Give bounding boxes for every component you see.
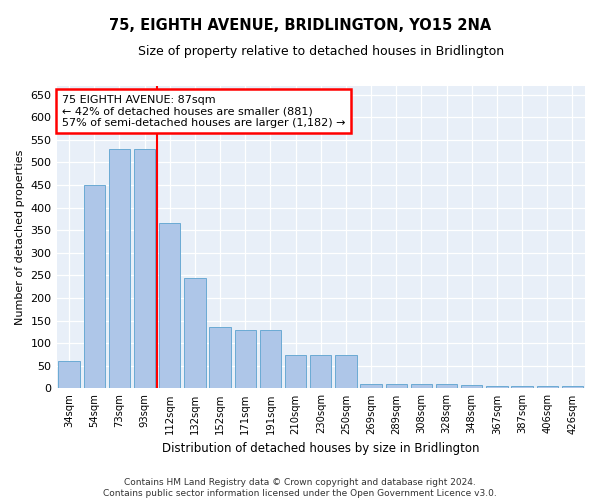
X-axis label: Distribution of detached houses by size in Bridlington: Distribution of detached houses by size … xyxy=(162,442,479,455)
Text: Contains HM Land Registry data © Crown copyright and database right 2024.
Contai: Contains HM Land Registry data © Crown c… xyxy=(103,478,497,498)
Bar xyxy=(411,384,432,388)
Bar xyxy=(159,224,181,388)
Title: Size of property relative to detached houses in Bridlington: Size of property relative to detached ho… xyxy=(138,45,504,58)
Bar xyxy=(386,384,407,388)
Bar xyxy=(83,185,105,388)
Text: 75, EIGHTH AVENUE, BRIDLINGTON, YO15 2NA: 75, EIGHTH AVENUE, BRIDLINGTON, YO15 2NA xyxy=(109,18,491,32)
Bar xyxy=(260,330,281,388)
Bar xyxy=(310,354,331,388)
Bar xyxy=(184,278,206,388)
Bar xyxy=(134,149,155,388)
Text: 75 EIGHTH AVENUE: 87sqm
← 42% of detached houses are smaller (881)
57% of semi-d: 75 EIGHTH AVENUE: 87sqm ← 42% of detache… xyxy=(62,94,346,128)
Bar xyxy=(235,330,256,388)
Bar xyxy=(335,354,356,388)
Bar xyxy=(436,384,457,388)
Bar xyxy=(461,386,482,388)
Bar xyxy=(511,386,533,388)
Bar xyxy=(361,384,382,388)
Bar xyxy=(536,386,558,388)
Bar xyxy=(486,386,508,388)
Bar xyxy=(58,362,80,388)
Bar xyxy=(562,386,583,388)
Bar xyxy=(109,149,130,388)
Y-axis label: Number of detached properties: Number of detached properties xyxy=(15,150,25,324)
Bar xyxy=(285,354,307,388)
Bar xyxy=(209,328,231,388)
